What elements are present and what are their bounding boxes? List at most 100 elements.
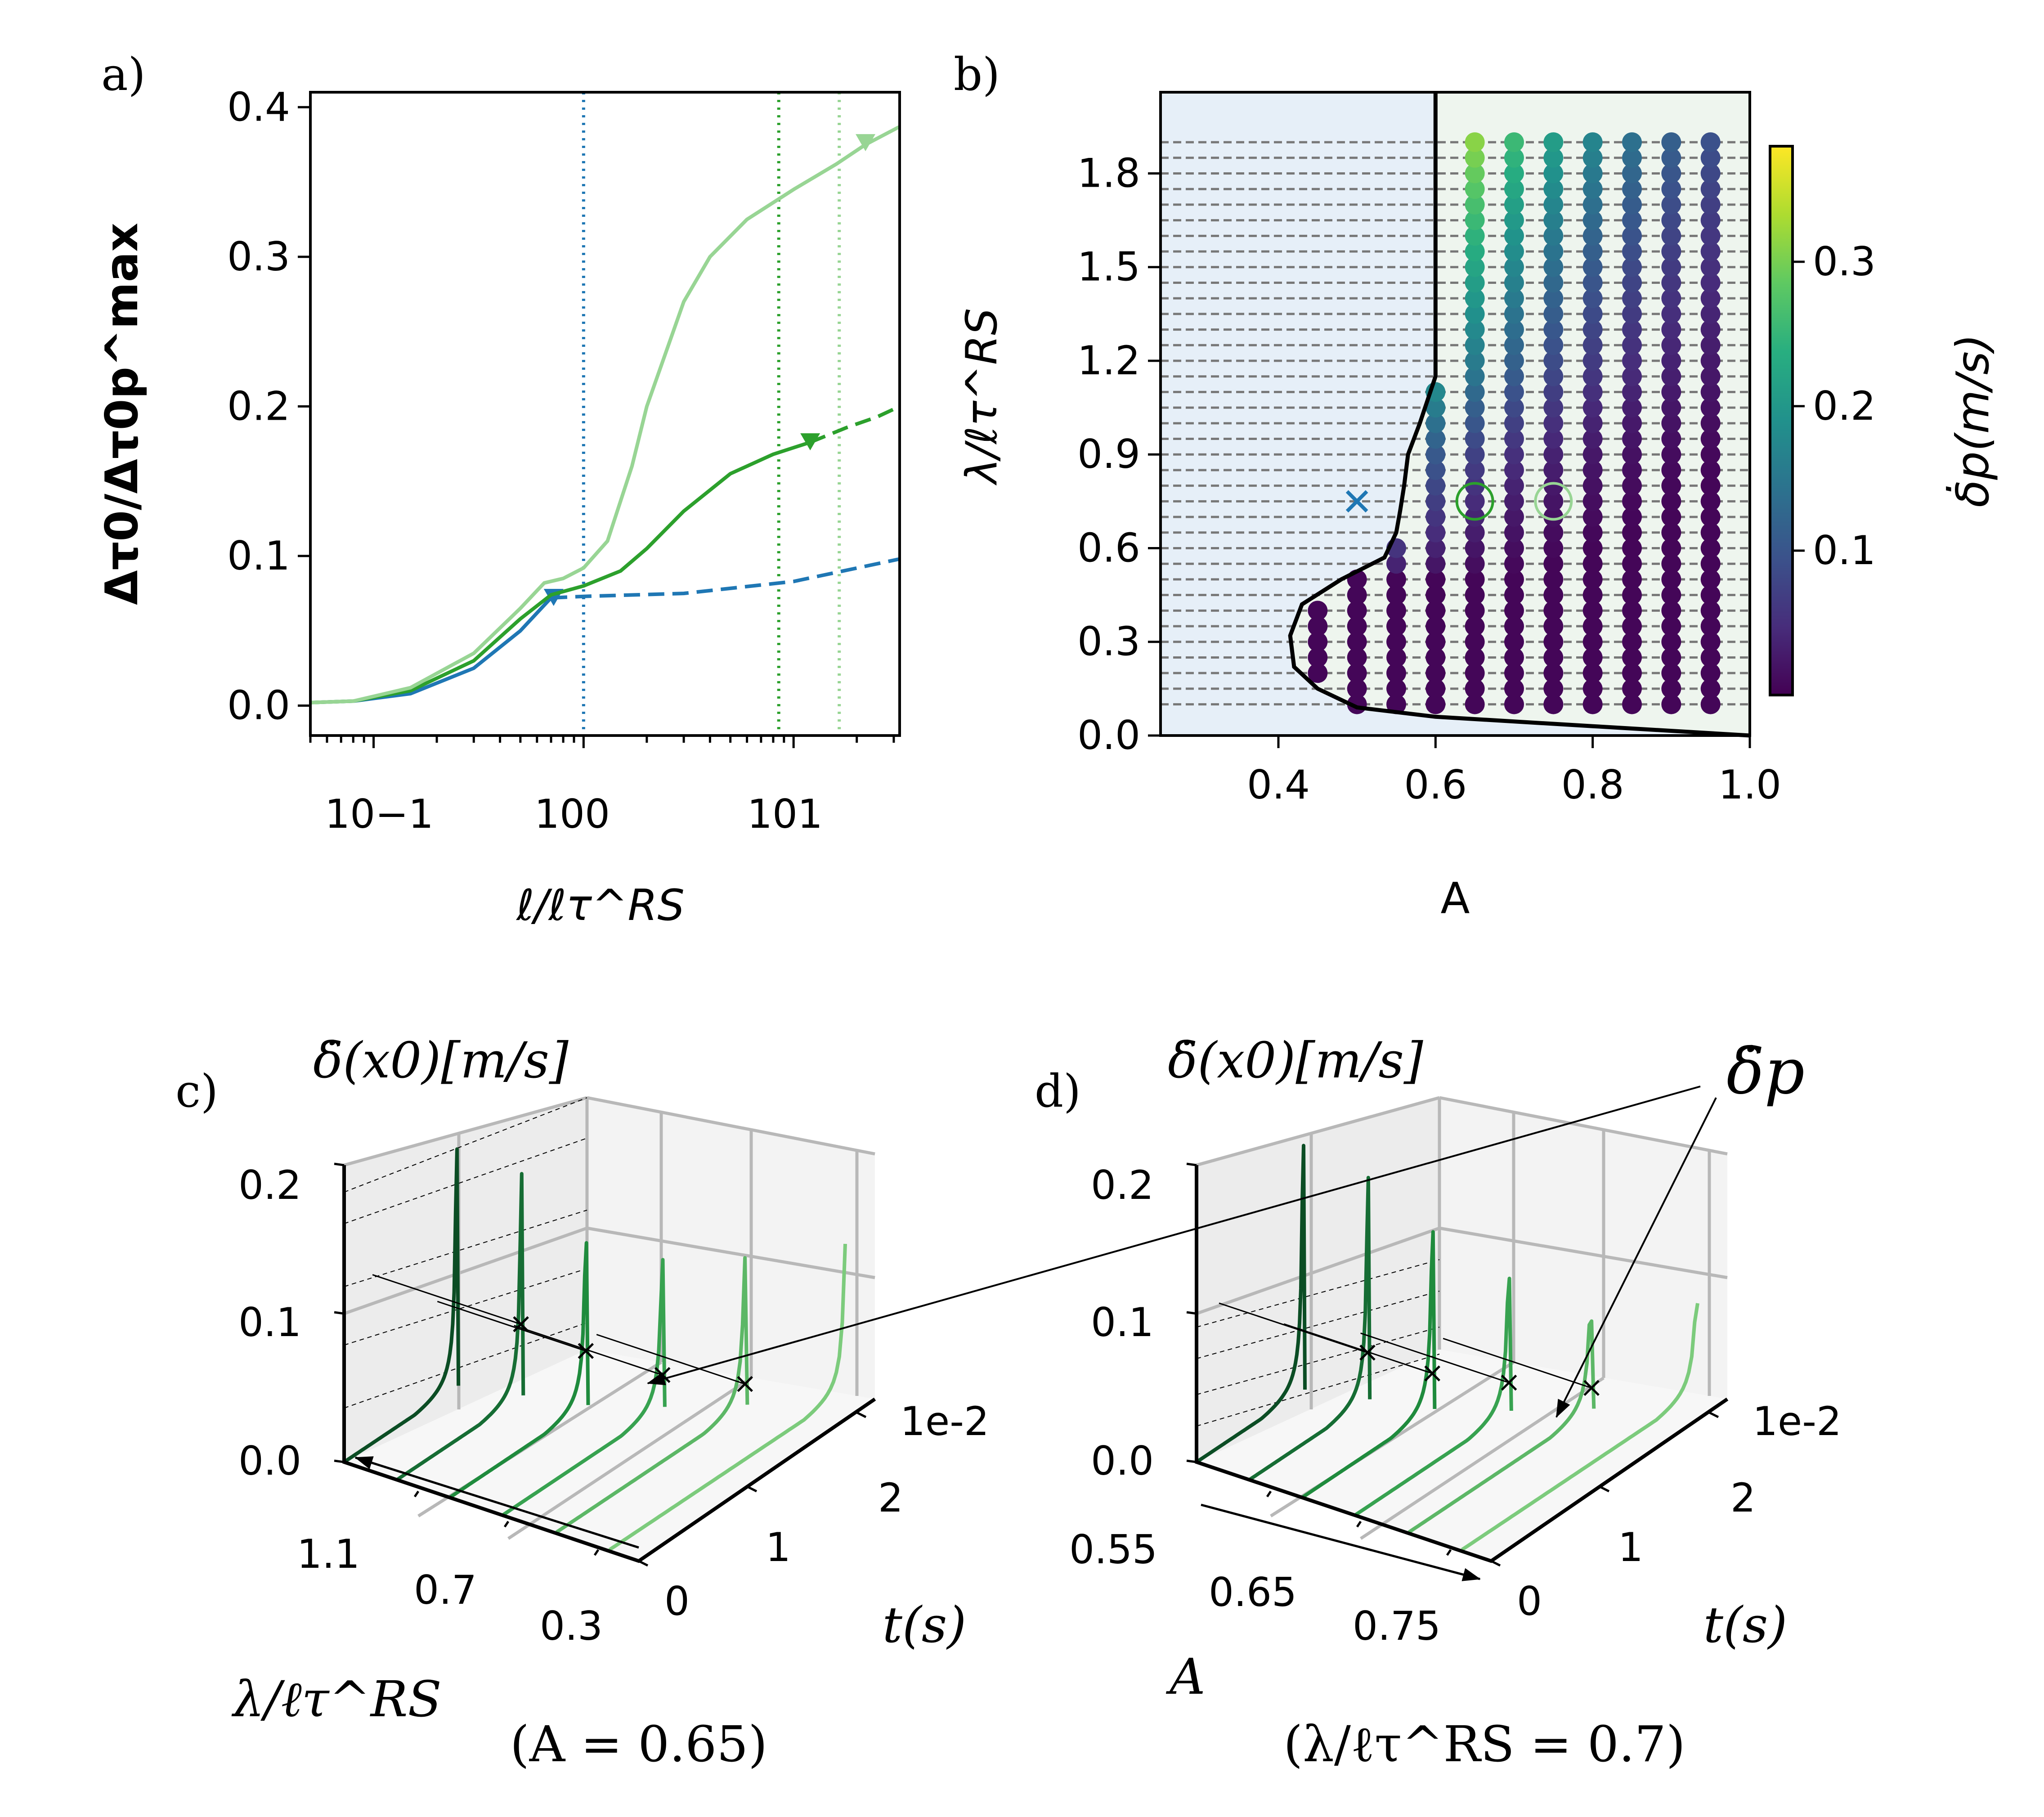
b-dot-58 — [1504, 616, 1524, 637]
b-dot-250 — [1504, 242, 1524, 262]
b-dot-5 — [1543, 694, 1564, 714]
d-back-right-pane — [1439, 1098, 1727, 1399]
a-xtick-label-2: 101 — [747, 791, 823, 837]
b-stability-boundary — [1288, 92, 1750, 738]
b-dot-287 — [1582, 163, 1603, 184]
b-dot-207 — [1465, 335, 1485, 355]
b-dot-197 — [1622, 366, 1642, 386]
c-t-scale-label: 1e-2 — [900, 1398, 989, 1445]
b-dot-7 — [1622, 694, 1642, 714]
b-dot-91 — [1582, 569, 1603, 589]
b-dot-120 — [1700, 522, 1721, 543]
b-dot-60 — [1582, 616, 1603, 637]
b-dot-279 — [1543, 179, 1564, 199]
b-dot-288 — [1622, 163, 1642, 184]
b-dot-45 — [1425, 632, 1446, 652]
c-lambda-tick-1: 0.7 — [414, 1567, 477, 1613]
b-dot-62 — [1661, 616, 1681, 637]
b-dot-138 — [1465, 476, 1485, 496]
d-curves-curve-2 — [1301, 1230, 1437, 1499]
c-ttick-label-0: 0 — [664, 1578, 690, 1624]
b-dot-103 — [1700, 554, 1721, 574]
panel-label-c: c) — [175, 1065, 218, 1117]
b-dot-244 — [1543, 257, 1564, 277]
b-dot-176 — [1700, 413, 1721, 433]
b-dot-80 — [1543, 585, 1564, 605]
b-dot-201 — [1504, 350, 1524, 371]
b-dot-198 — [1661, 366, 1681, 386]
c-tlabel: t(s) — [883, 1596, 966, 1654]
b-dot-145 — [1425, 460, 1446, 480]
b-dot-112 — [1700, 538, 1721, 558]
b-dot-125 — [1582, 507, 1603, 527]
b-dot-208 — [1504, 335, 1524, 355]
a-ytick-label-4: 0.4 — [227, 84, 290, 130]
b-dot-74 — [1700, 601, 1721, 621]
b-dot-134 — [1622, 491, 1642, 511]
b-dot-130 — [1465, 491, 1485, 511]
b-dot-225 — [1622, 304, 1642, 324]
b-dot-290 — [1700, 163, 1721, 184]
b-dot-123 — [1504, 507, 1524, 527]
b-dot-97 — [1465, 554, 1485, 574]
b-dot-132 — [1543, 491, 1564, 511]
c-ztick-label-0: 0.0 — [238, 1438, 301, 1484]
b-dot-231 — [1582, 288, 1603, 309]
b-dot-116 — [1543, 522, 1564, 543]
c-curves-curve-0 — [343, 1147, 461, 1464]
b-dot-100 — [1582, 554, 1603, 574]
b-dot-69 — [1504, 601, 1524, 621]
a-series-marker-2 — [856, 134, 876, 152]
b-dot-177 — [1425, 398, 1446, 418]
b-dot-110 — [1622, 538, 1642, 558]
b-dot-253 — [1622, 242, 1642, 262]
b-colorbar-tick-2: 0.3 — [1813, 238, 1876, 285]
b-dot-88 — [1465, 569, 1485, 589]
d-zlabel: δ̇(x0)[m/s] — [1168, 1032, 1424, 1089]
d-curves-curve-5 — [1461, 1303, 1699, 1552]
b-dot-240 — [1661, 273, 1681, 293]
b-dot-26 — [1543, 663, 1564, 683]
b-dot-298 — [1465, 132, 1485, 153]
b-circle-marker-0 — [1455, 482, 1494, 521]
b-dot-181 — [1582, 398, 1603, 418]
b-dot-303 — [1661, 132, 1681, 153]
b-dot-13 — [1465, 678, 1485, 699]
b-dot-52 — [1700, 632, 1721, 652]
c-tick-marks — [334, 1162, 867, 1567]
d-title: (λ/ℓτ^RS = 0.7) — [1283, 1715, 1685, 1773]
b-dot-96 — [1425, 554, 1446, 574]
panel-c-3d-plot: 0.0 0.1 0.2 0 1 2 1e-2 1.1 0.7 0.3 δ̇(x0… — [231, 1032, 989, 1773]
b-dot-234 — [1700, 288, 1721, 309]
b-dot-17 — [1622, 678, 1642, 699]
b-dot-233 — [1661, 288, 1681, 309]
c-curves-curve-2 — [449, 1241, 590, 1499]
b-dot-71 — [1582, 601, 1603, 621]
b-dot-59 — [1543, 616, 1564, 637]
b-dot-214 — [1465, 319, 1485, 340]
b-dot-118 — [1622, 522, 1642, 543]
b-colorbar-label: δ̇p(m/s) — [1945, 334, 1999, 507]
b-dot-22 — [1386, 663, 1406, 683]
b-dot-199 — [1700, 366, 1721, 386]
b-dot-72 — [1622, 601, 1642, 621]
b-dot-99 — [1543, 554, 1564, 574]
c-ztick-label-1: 0.1 — [238, 1299, 301, 1346]
b-dot-262 — [1700, 226, 1721, 246]
b-dot-232 — [1622, 288, 1642, 309]
b-dot-217 — [1582, 319, 1603, 340]
b-dot-246 — [1622, 257, 1642, 277]
b-dot-289 — [1661, 163, 1681, 184]
b-dot-92 — [1622, 569, 1642, 589]
b-dot-255 — [1700, 242, 1721, 262]
b-dot-20 — [1308, 663, 1328, 683]
b-dot-135 — [1661, 491, 1681, 511]
b-dot-212 — [1661, 335, 1681, 355]
b-xtick-label-3: 1.0 — [1718, 762, 1781, 808]
b-dot-182 — [1622, 398, 1642, 418]
b-dot-167 — [1661, 429, 1681, 449]
b-ytick-label-6: 1.8 — [1077, 150, 1140, 196]
b-dot-269 — [1700, 210, 1721, 230]
b-dot-126 — [1622, 507, 1642, 527]
b-dot-154 — [1465, 444, 1485, 465]
